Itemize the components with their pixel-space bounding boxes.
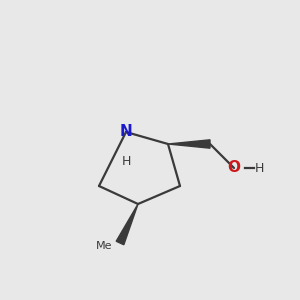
Text: N: N: [120, 124, 132, 140]
Polygon shape: [168, 140, 210, 148]
Polygon shape: [116, 204, 138, 245]
Text: H: H: [121, 155, 131, 169]
Text: O: O: [227, 160, 241, 175]
Text: H: H: [255, 161, 264, 175]
Text: Me: Me: [96, 241, 112, 251]
